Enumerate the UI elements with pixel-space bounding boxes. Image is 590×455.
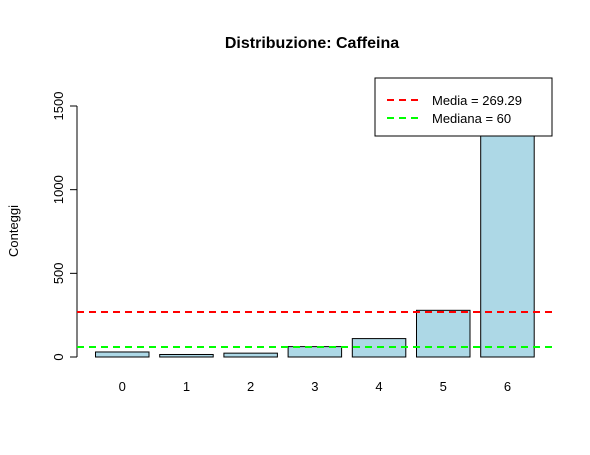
bar-1 xyxy=(159,353,214,358)
y-tick-label: 500 xyxy=(51,262,66,284)
x-tick-label: 3 xyxy=(311,379,318,394)
bar-0 xyxy=(95,351,150,358)
x-tick-label: 0 xyxy=(119,379,126,394)
bar-2 xyxy=(223,352,278,358)
x-tick-label: 2 xyxy=(247,379,254,394)
y-tick-label: 1500 xyxy=(51,92,66,121)
bars xyxy=(95,122,535,358)
legend: Media = 269.29 Mediana = 60 xyxy=(374,77,553,137)
y-tick-label: 1000 xyxy=(51,175,66,204)
x-axis-tick-labels: 0 1 2 3 4 5 6 xyxy=(119,379,511,394)
legend-label: Media = 269.29 xyxy=(432,93,522,108)
x-tick-label: 1 xyxy=(183,379,190,394)
chart-title: Distribuzione: Caffeina xyxy=(225,35,399,52)
x-tick-label: 6 xyxy=(504,379,511,394)
bar-5 xyxy=(416,309,471,358)
x-tick-label: 4 xyxy=(375,379,382,394)
x-tick-label: 5 xyxy=(440,379,447,394)
legend-box xyxy=(374,77,553,137)
y-axis-label: Conteggi xyxy=(6,205,21,257)
bar-6 xyxy=(480,122,535,358)
bar-3 xyxy=(287,346,343,358)
y-axis: 0 500 1000 1500 xyxy=(51,92,78,361)
legend-label: Mediana = 60 xyxy=(432,111,511,126)
y-tick-label: 0 xyxy=(51,353,66,360)
